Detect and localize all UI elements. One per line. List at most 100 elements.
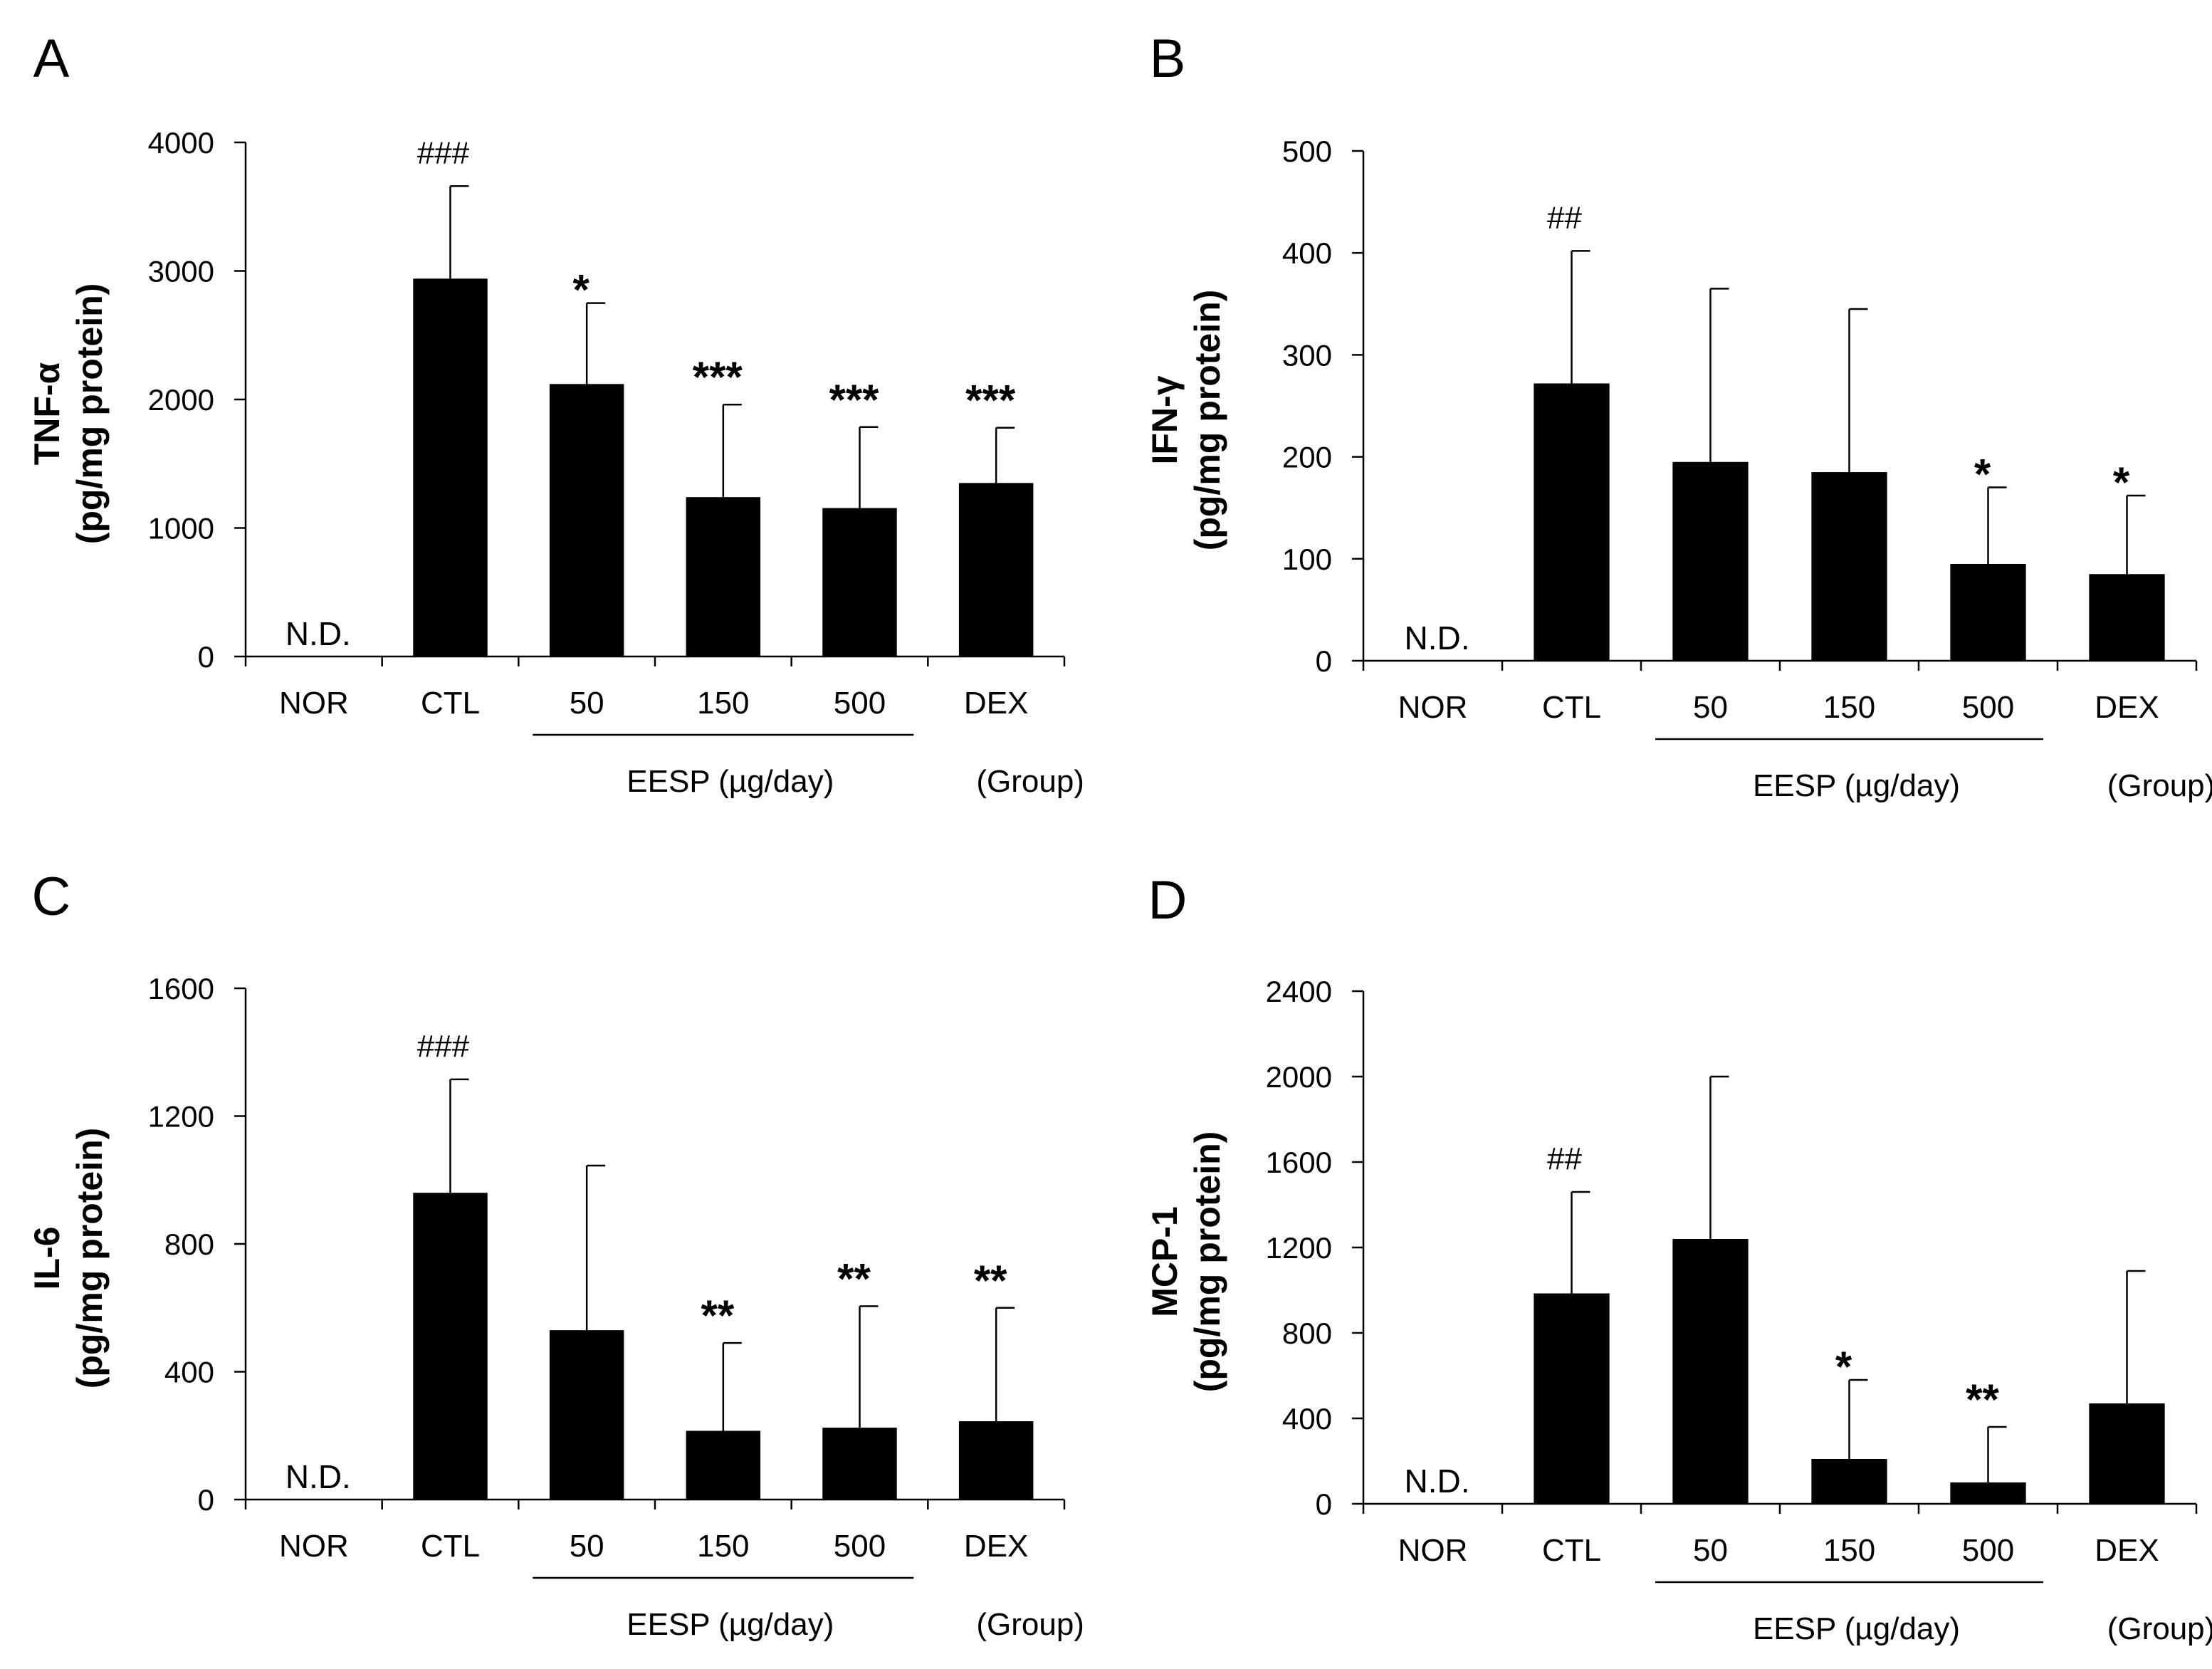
y-tick-label: 400 — [1282, 1402, 1332, 1435]
x-category-label: NOR — [1398, 690, 1468, 725]
y-axis-label-line2: (pg/mg protein) — [70, 1128, 110, 1389]
star-significance-label: * — [1835, 1343, 1852, 1391]
not-detected-label: N.D. — [285, 1458, 351, 1495]
x-category-label: 50 — [1693, 690, 1728, 725]
y-tick-label: 2400 — [1266, 975, 1332, 1008]
x-category-label: 500 — [834, 1529, 886, 1564]
not-detected-label: N.D. — [285, 615, 351, 652]
bar-150 — [686, 1430, 761, 1500]
star-significance-label: ** — [1966, 1376, 1999, 1423]
y-axis-label-line2: (pg/mg protein) — [70, 283, 110, 545]
x-category-label: 150 — [697, 1529, 749, 1564]
panel-c: C 0 400 800 1200 1600 NOR N.D. CTL ### 50 150 ** 500 *… — [27, 867, 1084, 1642]
panel-letter: B — [1150, 28, 1186, 89]
bar-50 — [549, 384, 624, 656]
bar-ctl — [413, 278, 488, 657]
x-category-label: 50 — [570, 1529, 604, 1564]
group-label: EESP (µg/day) — [627, 764, 834, 799]
y-tick-label: 100 — [1282, 543, 1332, 576]
x-category-label: NOR — [279, 686, 349, 721]
panel-letter: A — [33, 28, 70, 89]
x-category-label: CTL — [1542, 1533, 1601, 1568]
bar-500 — [1950, 1482, 2026, 1504]
bar-dex — [958, 483, 1034, 656]
star-significance-label: *** — [965, 377, 1016, 424]
x-category-label: DEX — [964, 1529, 1028, 1564]
y-tick-label: 1600 — [1266, 1146, 1332, 1179]
x-category-label: CTL — [1542, 690, 1601, 725]
bar-dex — [958, 1421, 1034, 1500]
y-tick-label: 200 — [1282, 441, 1332, 474]
bar-150 — [1811, 1459, 1887, 1504]
x-category-label: 50 — [1693, 1533, 1728, 1568]
star-significance-label: * — [572, 266, 589, 314]
x-category-label: NOR — [1398, 1533, 1468, 1568]
x-category-label: NOR — [279, 1529, 349, 1564]
hash-significance-label: ## — [1547, 1141, 1582, 1176]
x-category-label: 500 — [1962, 1533, 2014, 1568]
star-significance-label: ** — [974, 1257, 1007, 1304]
bar-dex — [2089, 1403, 2165, 1504]
x-category-label: DEX — [2095, 690, 2159, 725]
y-tick-label: 0 — [198, 640, 214, 674]
bar-ctl — [1534, 1293, 1610, 1504]
y-tick-label: 0 — [1316, 644, 1332, 678]
y-tick-label: 4000 — [148, 126, 214, 159]
hash-significance-label: ### — [417, 1029, 470, 1064]
y-tick-label: 400 — [1282, 236, 1332, 270]
star-significance-label: *** — [693, 353, 743, 401]
group-suffix-label: (Group) — [976, 764, 1084, 799]
x-category-label: DEX — [964, 686, 1028, 721]
y-tick-label: 800 — [164, 1228, 214, 1261]
y-tick-label: 1600 — [148, 972, 214, 1005]
y-tick-label: 800 — [1282, 1317, 1332, 1350]
panel-d: D 0 400 800 1200 1600 2000 2400 NOR N.D. CTL ## 50 15… — [1145, 870, 2212, 1646]
x-category-label: 500 — [1962, 690, 2014, 725]
y-tick-label: 400 — [164, 1356, 214, 1389]
hash-significance-label: ### — [417, 135, 470, 170]
y-tick-label: 1200 — [1266, 1231, 1332, 1265]
y-axis-label-line2: (pg/mg protein) — [1188, 1131, 1227, 1393]
group-suffix-label: (Group) — [2107, 768, 2212, 803]
panel-a: A 0 1000 2000 3000 4000 NOR N.D. CTL ### 50 * 150 ***… — [27, 28, 1084, 799]
y-tick-label: 2000 — [1266, 1060, 1332, 1094]
star-significance-label: ** — [701, 1292, 734, 1339]
y-tick-label: 1000 — [148, 512, 214, 545]
panel-b: B 0 100 200 300 400 500 NOR N.D. CTL ## 50 150 500 * DE… — [1145, 28, 2212, 803]
bar-dex — [2089, 574, 2165, 661]
y-tick-label: 0 — [198, 1483, 214, 1517]
bar-ctl — [1534, 383, 1610, 661]
y-tick-label: 0 — [1316, 1487, 1332, 1521]
bar-150 — [1811, 472, 1887, 661]
y-tick-label: 1200 — [148, 1100, 214, 1134]
x-category-label: 50 — [570, 686, 604, 721]
panel-letter: C — [32, 867, 71, 927]
bar-50 — [549, 1330, 624, 1500]
bar-150 — [686, 497, 761, 656]
bar-500 — [822, 1428, 897, 1500]
bar-500 — [1950, 563, 2026, 661]
x-category-label: DEX — [2095, 1533, 2159, 1568]
y-axis-label-line1: TNF-α — [27, 362, 67, 465]
group-label: EESP (µg/day) — [1753, 1611, 1960, 1646]
x-category-label: 150 — [1823, 690, 1875, 725]
x-category-label: 500 — [834, 686, 886, 721]
x-category-label: 150 — [1823, 1533, 1875, 1568]
x-category-label: 150 — [697, 686, 749, 721]
y-tick-label: 2000 — [148, 383, 214, 417]
star-significance-label: *** — [829, 376, 879, 424]
group-label: EESP (µg/day) — [1753, 768, 1960, 803]
y-axis-label-line1: IL-6 — [27, 1227, 67, 1290]
not-detected-label: N.D. — [1405, 1463, 1470, 1500]
group-suffix-label: (Group) — [976, 1607, 1084, 1642]
y-axis-label-line1: MCP-1 — [1145, 1206, 1185, 1317]
panel-letter: D — [1148, 870, 1188, 931]
y-tick-label: 3000 — [148, 255, 214, 288]
hash-significance-label: ## — [1547, 200, 1582, 235]
y-tick-label: 500 — [1282, 135, 1332, 168]
star-significance-label: * — [1974, 451, 1991, 498]
x-category-label: CTL — [421, 686, 480, 721]
x-category-label: CTL — [421, 1529, 480, 1564]
group-suffix-label: (Group) — [2107, 1611, 2212, 1646]
y-axis-label-line2: (pg/mg protein) — [1188, 290, 1227, 551]
